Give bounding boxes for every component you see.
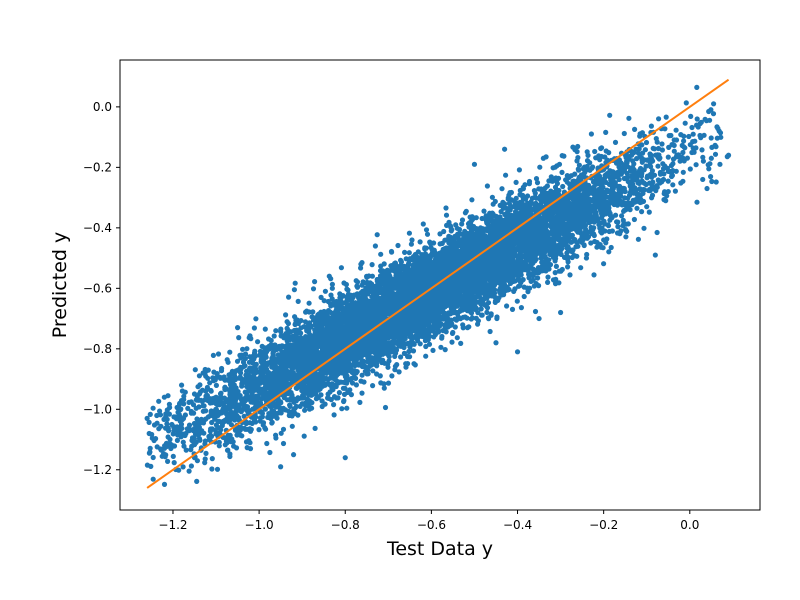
data-point (329, 285, 335, 291)
data-point (471, 161, 478, 167)
data-point (583, 255, 590, 261)
data-point (200, 370, 206, 376)
y-tick-label: 0.0 (93, 100, 112, 114)
x-tick-label: −0.4 (503, 518, 532, 532)
data-point (144, 415, 150, 421)
data-point (247, 446, 254, 452)
x-tick-label: −0.6 (417, 518, 446, 532)
data-point (665, 188, 671, 195)
x-axis-label: Test Data y (386, 538, 493, 560)
data-point (290, 452, 297, 458)
data-point (213, 394, 219, 400)
y-tick-label: −0.4 (83, 221, 112, 235)
identity-line (146, 78, 730, 489)
data-point (437, 231, 443, 237)
y-tick-label: −0.8 (83, 342, 112, 356)
data-point (178, 382, 185, 388)
x-tick-label: −1.2 (158, 518, 187, 532)
data-point (725, 152, 732, 158)
data-point (372, 243, 378, 249)
data-point (613, 219, 620, 225)
y-tick-label: −0.2 (83, 160, 112, 174)
x-tick-label: −0.8 (331, 518, 360, 532)
data-point (601, 237, 607, 243)
data-point (652, 252, 658, 258)
data-point (502, 146, 508, 152)
data-point (704, 185, 710, 192)
x-tick-label: 0.0 (680, 518, 699, 532)
data-point (700, 176, 706, 183)
data-point (342, 455, 348, 461)
identity-line-segment (146, 78, 730, 489)
data-point (540, 155, 546, 161)
data-point (493, 340, 499, 346)
data-point (278, 464, 284, 470)
y-tick-label: −1.0 (83, 402, 112, 416)
data-point (514, 349, 521, 355)
data-point (717, 161, 723, 167)
x-tick-label: −1.0 (245, 518, 274, 532)
x-axis-ticks: −1.2 −1.0 −0.8 −0.6 −0.4 −0.2 0.0 (158, 510, 699, 532)
data-point (644, 204, 650, 210)
y-axis-ticks: −1.2 −1.0 −0.8 −0.6 −0.4 −0.2 0.0 (83, 100, 120, 477)
y-axis-label: Predicted y (49, 232, 71, 338)
y-tick-label: −0.6 (83, 281, 112, 295)
data-point (708, 155, 714, 161)
data-point (674, 152, 680, 158)
data-point (161, 394, 167, 400)
data-point (536, 315, 542, 322)
data-point (557, 309, 564, 316)
y-tick-label: −1.2 (83, 463, 112, 477)
x-tick-label: −0.2 (589, 518, 618, 532)
plot-area-frame (119, 59, 761, 511)
data-point (691, 149, 697, 155)
data-point (234, 325, 241, 331)
data-point (183, 430, 189, 437)
